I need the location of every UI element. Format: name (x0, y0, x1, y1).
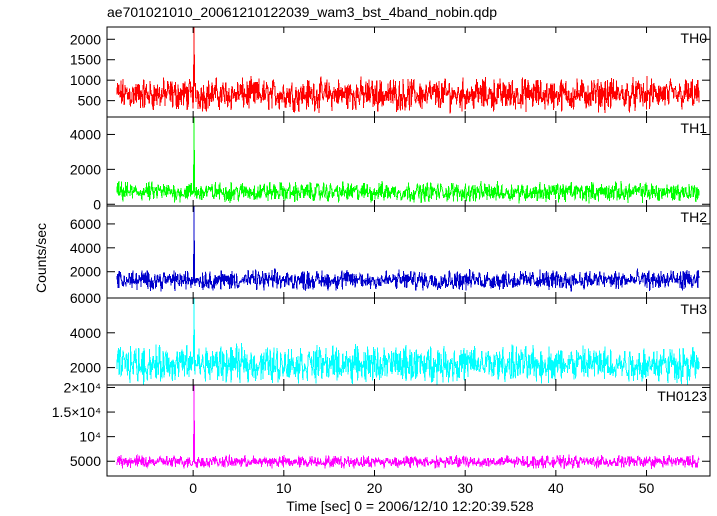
x-axis-label: Time [sec] 0 = 2006/12/10 12:20:39.528 (286, 498, 534, 514)
series-line-th0 (116, 26, 700, 114)
y-tick-label: 0 (93, 196, 101, 212)
panel-label-th0123: TH0123 (657, 388, 707, 404)
x-tick-label: 30 (457, 480, 473, 496)
y-tick-label: 1000 (70, 72, 101, 88)
y-tick-label: 4000 (70, 325, 101, 341)
panel-frame-th2 (106, 205, 711, 299)
series-line-th1 (116, 116, 700, 204)
y-tick-label: 10⁴ (79, 429, 101, 445)
y-axis-label: Counts/sec (33, 223, 49, 293)
y-tick-label: 6000 (70, 290, 101, 306)
y-tick-label: 2×10⁴ (63, 379, 101, 395)
x-tick-label: 10 (276, 480, 292, 496)
panel-th0: 500 1000 1500 2000 TH0 (70, 26, 711, 118)
panel-label-th1: TH1 (681, 120, 708, 136)
y-tick-label: 2000 (70, 360, 101, 376)
y-tick-label: 4000 (70, 126, 101, 142)
series-line-th0123 (116, 384, 700, 470)
chart-title: ae701021010_20061210122039_wam3_bst_4ban… (107, 4, 497, 20)
y-tick-label: 500 (78, 93, 102, 109)
y-tick-label: 2000 (70, 31, 101, 47)
y-tick-label: 6000 (70, 216, 101, 232)
y-tick-label: 4000 (70, 240, 101, 256)
series-line-th3 (116, 297, 700, 386)
y-tick-label: 1500 (70, 52, 101, 68)
x-tick-label: 50 (639, 480, 655, 496)
panel-th3: 2000 4000 6000 TH3 (70, 290, 711, 386)
panel-frame-th0123 (106, 384, 711, 477)
panel-label-th3: TH3 (681, 301, 708, 317)
panel-th1: 0 2000 4000 TH1 (70, 116, 711, 212)
y-tick-label: 1.5×10⁴ (52, 404, 101, 420)
y-tick-label: 5000 (70, 453, 101, 469)
x-tick-label: 40 (548, 480, 564, 496)
series-line-th2 (116, 205, 700, 292)
panel-label-th0: TH0 (681, 30, 708, 46)
y-tick-label: 2000 (70, 264, 101, 280)
panel-label-th2: TH2 (681, 209, 708, 225)
y-tick-label: 2000 (70, 161, 101, 177)
panel-th0123: 5000 10⁴ 1.5×10⁴ 2×10⁴ TH0123 (52, 379, 711, 477)
x-tick-label: 20 (367, 480, 383, 496)
panel-th2: 2000 4000 6000 TH2 (70, 205, 711, 299)
x-tick-label: 0 (189, 480, 197, 496)
